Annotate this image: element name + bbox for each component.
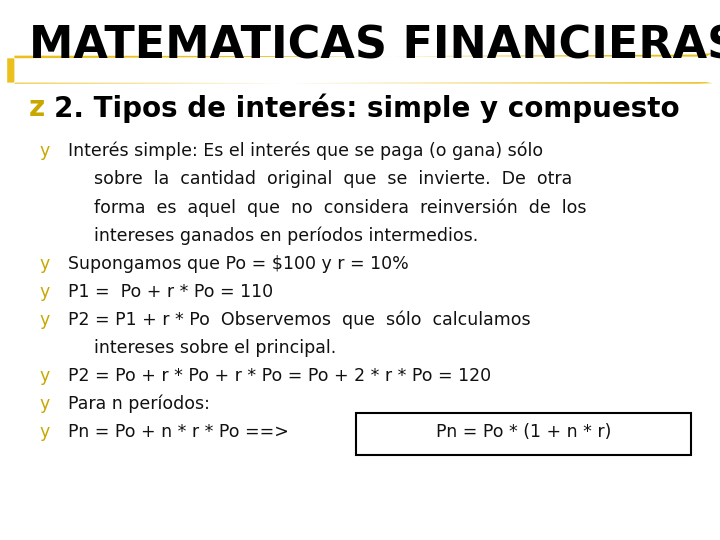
Text: P1 =  Po + r * Po = 110: P1 = Po + r * Po = 110 xyxy=(68,282,274,301)
Text: intereses ganados en períodos intermedios.: intereses ganados en períodos intermedio… xyxy=(83,226,478,245)
Text: y: y xyxy=(40,282,50,301)
Text: P2 = Po + r * Po + r * Po = Po + 2 * r * Po = 120: P2 = Po + r * Po + r * Po = Po + 2 * r *… xyxy=(68,367,492,385)
Text: Supongamos que Po = $100 y r = 10%: Supongamos que Po = $100 y r = 10% xyxy=(68,254,409,273)
Text: y: y xyxy=(40,367,50,385)
Text: y: y xyxy=(40,310,50,329)
Text: y: y xyxy=(40,254,50,273)
Text: z: z xyxy=(29,94,45,122)
Text: P2 = P1 + r * Po  Observemos  que  sólo  calculamos: P2 = P1 + r * Po Observemos que sólo cal… xyxy=(68,310,531,329)
FancyBboxPatch shape xyxy=(356,413,691,455)
Text: y: y xyxy=(40,395,50,413)
Text: MATEMATICAS FINANCIERAS: MATEMATICAS FINANCIERAS xyxy=(29,24,720,68)
Text: Para n períodos:: Para n períodos: xyxy=(68,395,210,413)
Text: intereses sobre el principal.: intereses sobre el principal. xyxy=(83,339,336,357)
Text: sobre  la  cantidad  original  que  se  invierte.  De  otra: sobre la cantidad original que se invier… xyxy=(83,170,572,188)
Text: Pn = Po * (1 + n * r): Pn = Po * (1 + n * r) xyxy=(436,423,611,441)
Text: 2. Tipos de interés: simple y compuesto: 2. Tipos de interés: simple y compuesto xyxy=(54,93,680,123)
Text: y: y xyxy=(40,423,50,441)
Text: Interés simple: Es el interés que se paga (o gana) sólo: Interés simple: Es el interés que se pag… xyxy=(68,142,544,160)
Text: Pn = Po + n * r * Po ==>: Pn = Po + n * r * Po ==> xyxy=(68,423,289,441)
Text: forma  es  aquel  que  no  considera  reinversión  de  los: forma es aquel que no considera reinvers… xyxy=(83,198,586,217)
Polygon shape xyxy=(7,53,713,84)
Text: y: y xyxy=(40,142,50,160)
